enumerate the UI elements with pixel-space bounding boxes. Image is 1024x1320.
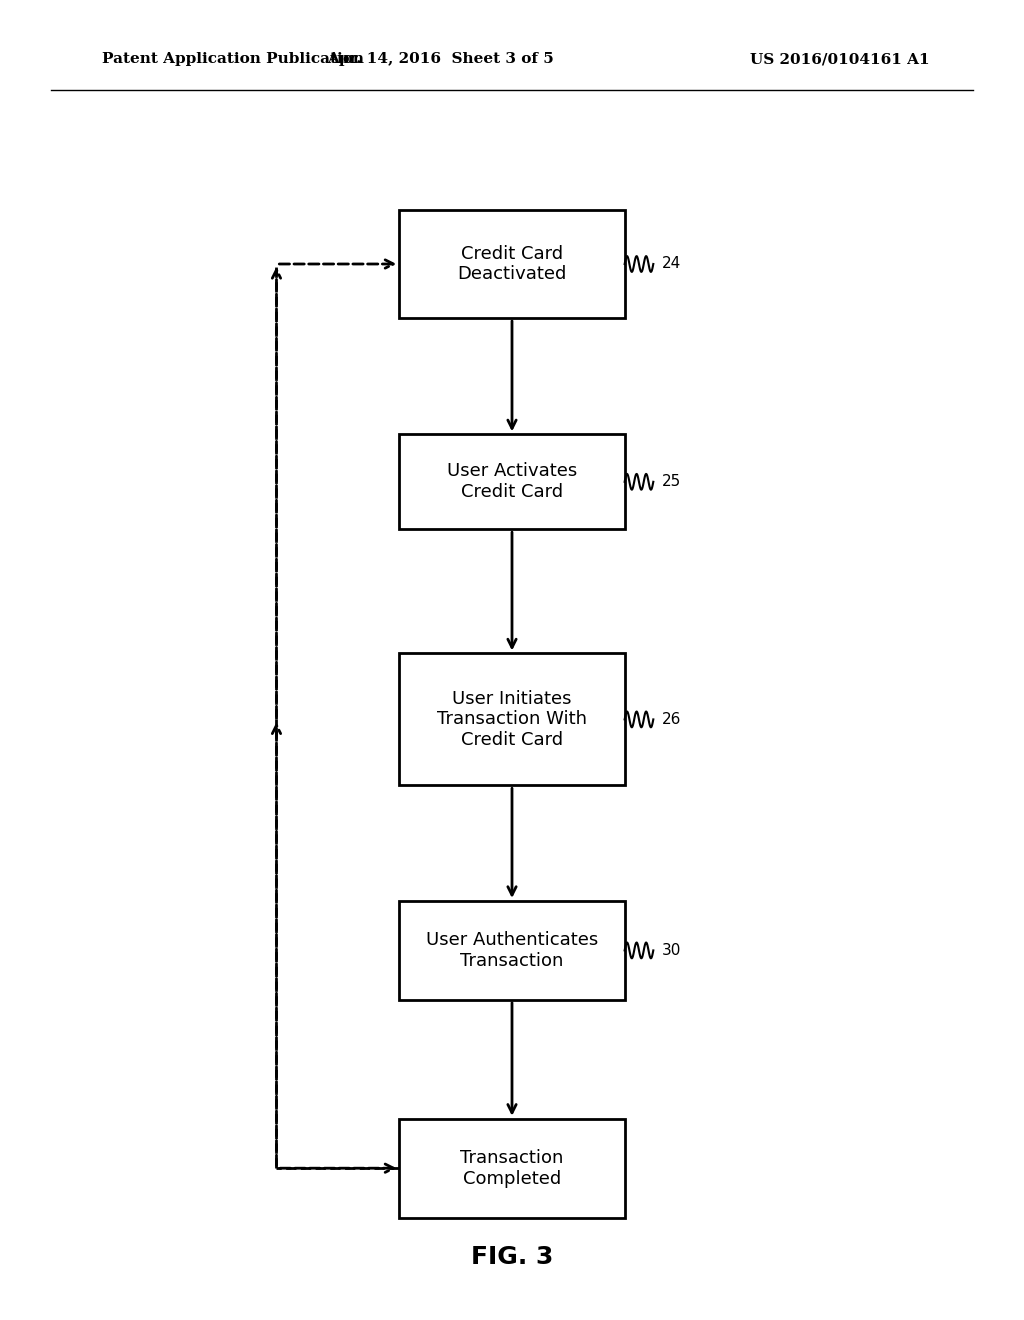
Text: Patent Application Publication: Patent Application Publication	[102, 53, 365, 66]
FancyBboxPatch shape	[399, 900, 625, 1001]
FancyBboxPatch shape	[399, 1118, 625, 1217]
Text: User Authenticates
Transaction: User Authenticates Transaction	[426, 931, 598, 970]
FancyBboxPatch shape	[399, 653, 625, 785]
Text: User Initiates
Transaction With
Credit Card: User Initiates Transaction With Credit C…	[437, 689, 587, 750]
Text: Apr. 14, 2016  Sheet 3 of 5: Apr. 14, 2016 Sheet 3 of 5	[327, 53, 554, 66]
Text: Credit Card
Deactivated: Credit Card Deactivated	[458, 244, 566, 284]
Text: FIG. 3: FIG. 3	[471, 1245, 553, 1269]
FancyBboxPatch shape	[399, 210, 625, 318]
Text: 24: 24	[662, 256, 681, 272]
Text: 26: 26	[662, 711, 681, 727]
Text: Transaction
Completed: Transaction Completed	[461, 1148, 563, 1188]
Text: User Activates
Credit Card: User Activates Credit Card	[446, 462, 578, 502]
FancyBboxPatch shape	[399, 434, 625, 529]
Text: US 2016/0104161 A1: US 2016/0104161 A1	[750, 53, 930, 66]
Text: 30: 30	[662, 942, 681, 958]
Text: 25: 25	[662, 474, 681, 490]
